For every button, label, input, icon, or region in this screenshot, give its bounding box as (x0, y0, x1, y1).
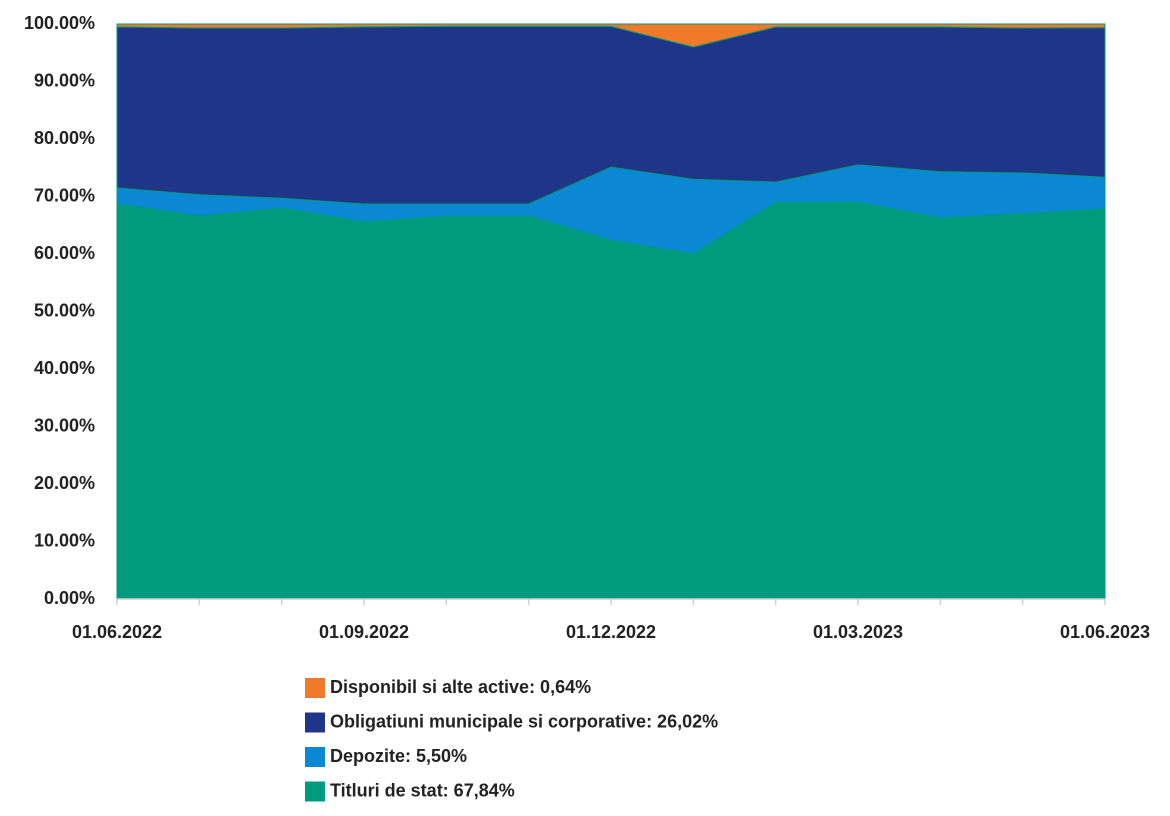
y-tick-label: 60.00% (34, 243, 95, 263)
legend-label: Titluri de stat: 67,84% (330, 780, 515, 800)
y-tick-label: 70.00% (34, 185, 95, 205)
x-tick-label: 01.09.2022 (319, 622, 409, 642)
x-tick-label: 01.03.2023 (813, 622, 903, 642)
x-tick-label: 01.06.2023 (1060, 622, 1150, 642)
y-tick-label: 0.00% (44, 588, 95, 608)
legend-swatch (305, 747, 325, 767)
legend-swatch (305, 781, 325, 802)
y-tick-label: 100.00% (24, 13, 95, 33)
y-tick-label: 30.00% (34, 415, 95, 435)
y-tick-label: 80.00% (34, 128, 95, 148)
legend-label: Disponibil si alte active: 0,64% (330, 677, 591, 697)
legend-swatch (305, 678, 325, 698)
legend-swatch (305, 712, 325, 733)
x-tick-label: 01.06.2022 (72, 622, 162, 642)
y-tick-label: 50.00% (34, 300, 95, 320)
y-tick-label: 40.00% (34, 358, 95, 378)
y-tick-label: 10.00% (34, 530, 95, 550)
x-tick-label: 01.12.2022 (566, 622, 656, 642)
y-tick-label: 20.00% (34, 473, 95, 493)
legend-label: Obligatiuni municipale si corporative: 2… (330, 711, 718, 731)
y-tick-label: 90.00% (34, 70, 95, 90)
area (116, 201, 1106, 600)
legend-label: Depozite: 5,50% (330, 746, 467, 766)
area (116, 23, 1106, 48)
